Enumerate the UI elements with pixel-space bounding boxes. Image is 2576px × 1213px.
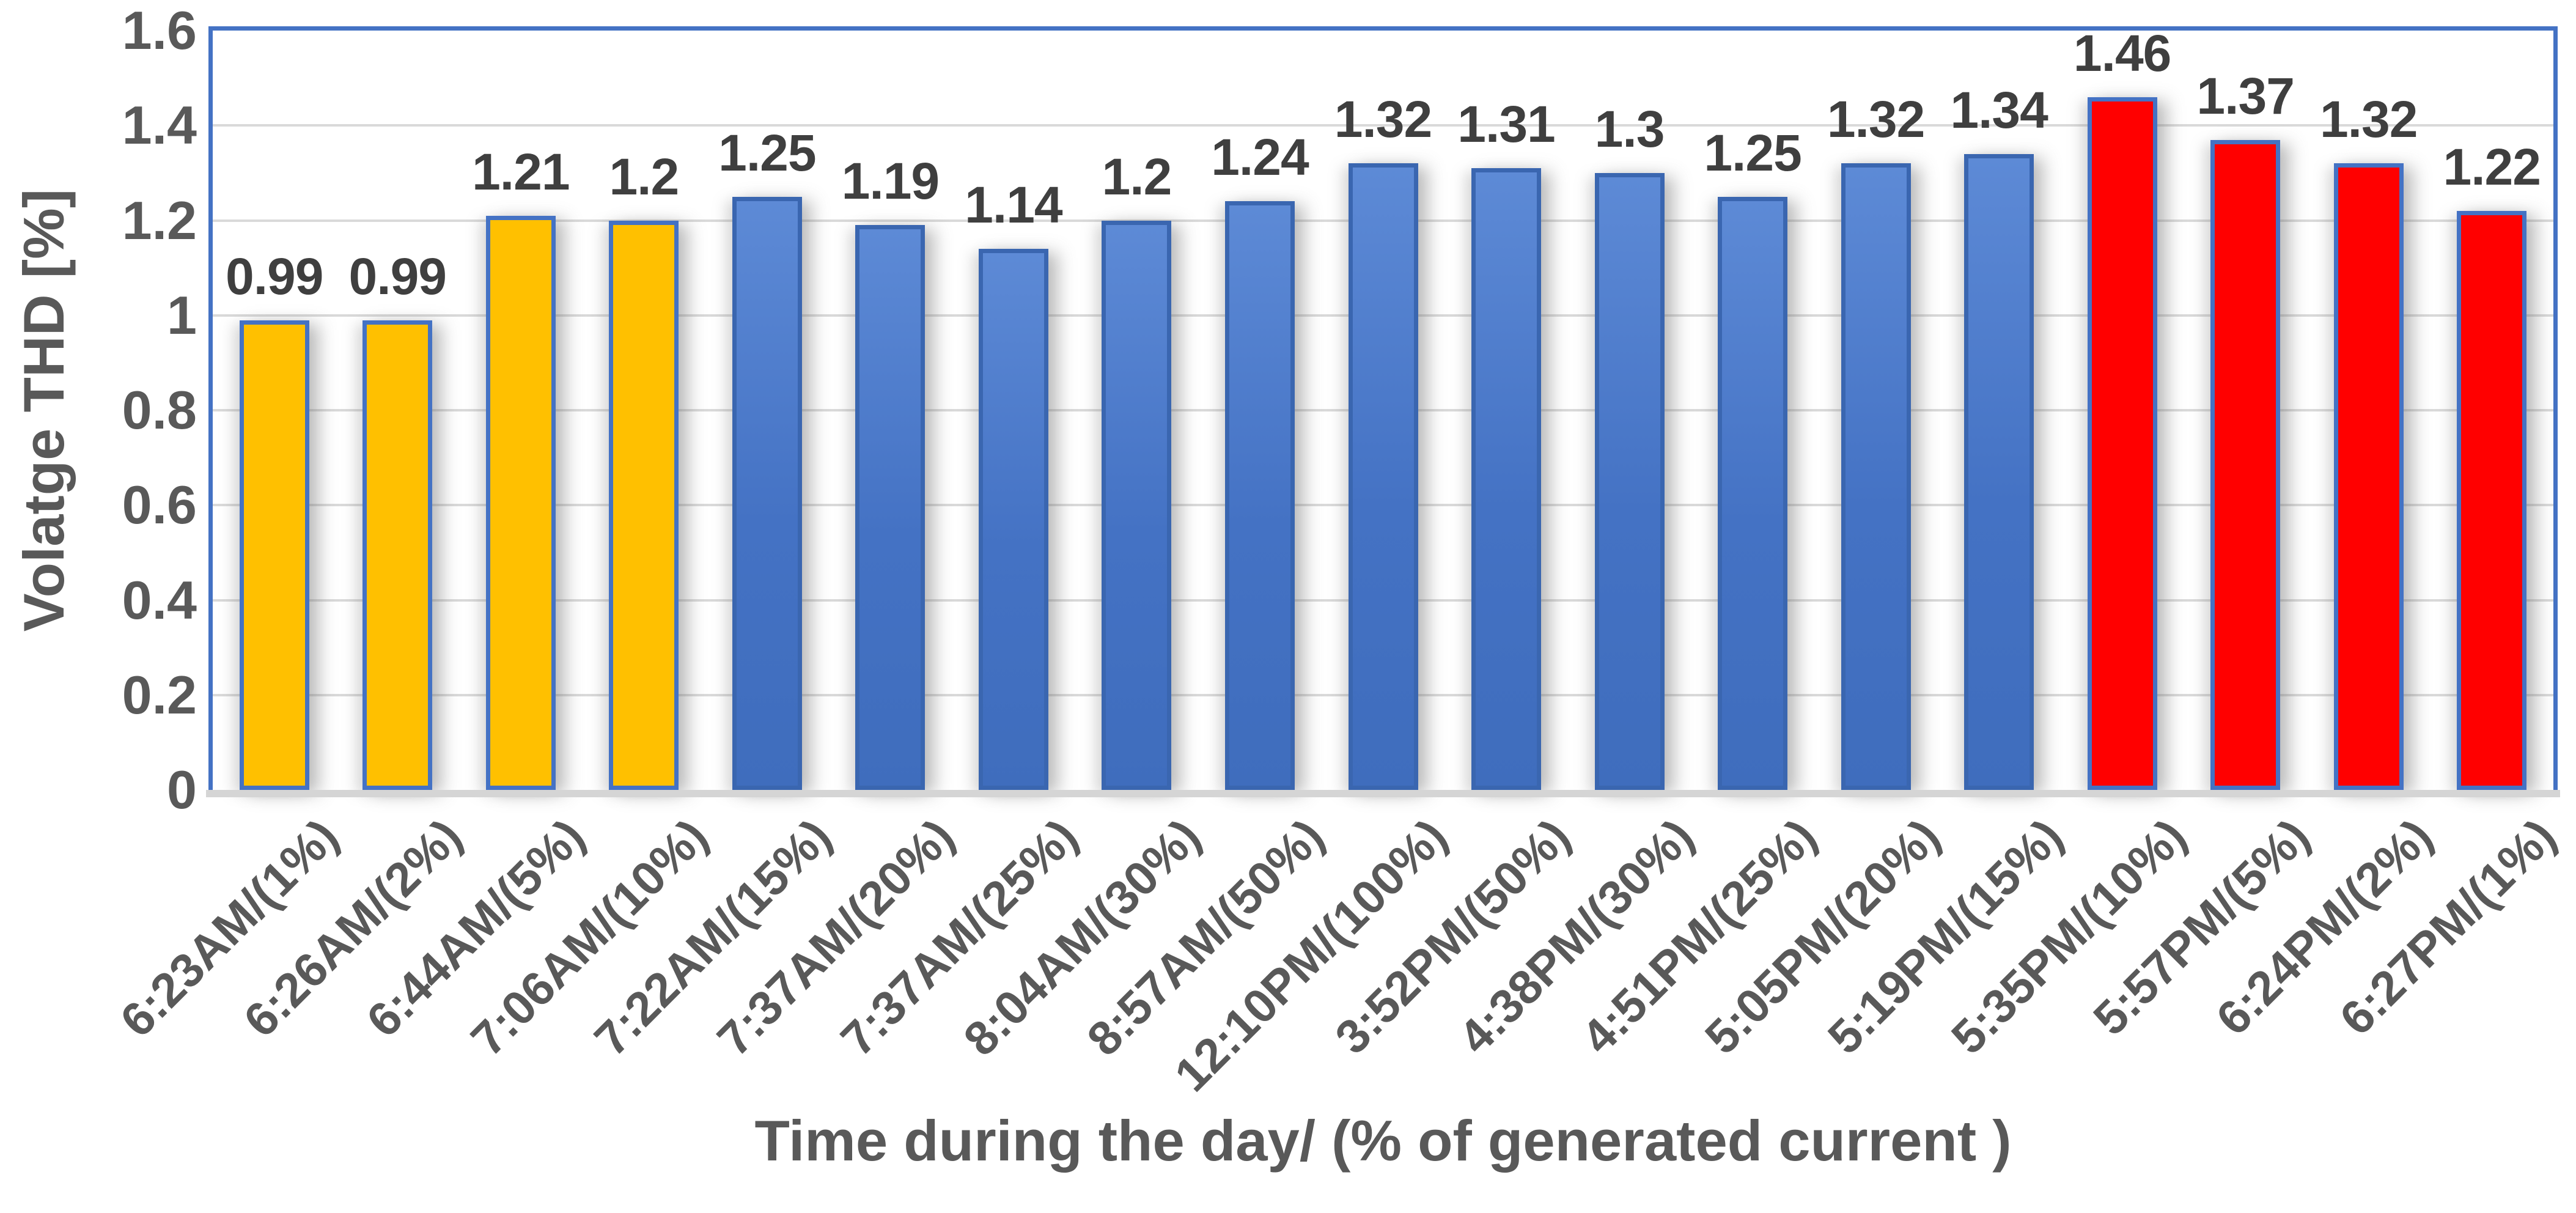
bar-value-label: 1.46 xyxy=(2073,24,2172,82)
bar-value-label: 1.24 xyxy=(1211,128,1309,186)
y-tick-label-1: 1 xyxy=(167,284,197,345)
y-tick-label-1.2: 1.2 xyxy=(122,190,197,251)
gridline-y-1.4 xyxy=(213,124,2553,127)
bar-8:57AM/(50%) xyxy=(1224,201,1295,790)
y-tick-label-0.8: 0.8 xyxy=(122,380,197,440)
bar-value-label: 1.2 xyxy=(609,147,679,205)
bar-12:10PM/(100%) xyxy=(1348,163,1418,790)
bar-value-label: 0.99 xyxy=(348,247,447,305)
bar-7:37AM/(20%) xyxy=(855,225,926,790)
bar-value-label: 1.25 xyxy=(1704,124,1802,182)
bar-6:24PM/(2%) xyxy=(2333,163,2404,790)
y-tick-label-1.4: 1.4 xyxy=(122,95,197,156)
bar-value-label: 0.99 xyxy=(226,247,324,305)
bar-5:05PM/(20%) xyxy=(1841,163,1911,790)
bar-6:44AM/(5%) xyxy=(485,215,556,790)
y-tick-label-0.4: 0.4 xyxy=(122,569,197,630)
bar-6:26AM/(2%) xyxy=(362,320,433,790)
bar-5:35PM/(10%) xyxy=(2087,97,2157,790)
bar-4:38PM/(30%) xyxy=(1594,172,1665,790)
bar-6:23AM/(1%) xyxy=(239,320,309,790)
y-tick-label-0: 0 xyxy=(167,759,197,820)
bar-value-label: 1.25 xyxy=(718,124,817,182)
y-tick-label-1.6: 1.6 xyxy=(122,0,197,61)
bar-value-label: 1.32 xyxy=(1827,90,1926,149)
bar-value-label: 1.22 xyxy=(2443,138,2541,196)
bar-value-label: 1.14 xyxy=(965,176,1063,234)
bar-value-label: 1.3 xyxy=(1594,100,1665,158)
y-tick-label-0.2: 0.2 xyxy=(122,664,197,725)
bar-8:04AM/(30%) xyxy=(1102,220,1172,790)
bar-4:51PM/(25%) xyxy=(1718,196,1788,790)
bar-value-label: 1.34 xyxy=(1950,81,2048,139)
x-axis-line xyxy=(206,790,2560,797)
bar-value-label: 1.37 xyxy=(2196,67,2295,125)
bar-3:52PM/(50%) xyxy=(1471,168,1542,790)
bar-value-label: 1.19 xyxy=(841,152,940,210)
bar-7:37AM/(25%) xyxy=(978,249,1048,790)
bar-7:22AM/(15%) xyxy=(732,196,802,790)
bar-6:27PM/(1%) xyxy=(2457,210,2527,790)
bar-value-label: 1.32 xyxy=(2319,90,2418,149)
bar-value-label: 1.31 xyxy=(1457,95,1556,153)
bar-5:19PM/(15%) xyxy=(1964,153,2034,790)
x-axis-title: Time during the day/ (% of generated cur… xyxy=(754,1108,2012,1173)
bar-7:06AM/(10%) xyxy=(609,220,679,790)
bar-value-label: 1.32 xyxy=(1334,90,1433,149)
bar-5:57PM/(5%) xyxy=(2210,139,2281,790)
x-tick-label: 6:27PM/(1%) xyxy=(2329,808,2566,1045)
plot-area xyxy=(208,26,2558,790)
y-tick-label-0.6: 0.6 xyxy=(122,474,197,536)
bar-value-label: 1.21 xyxy=(472,142,570,201)
bar-value-label: 1.2 xyxy=(1102,147,1172,205)
